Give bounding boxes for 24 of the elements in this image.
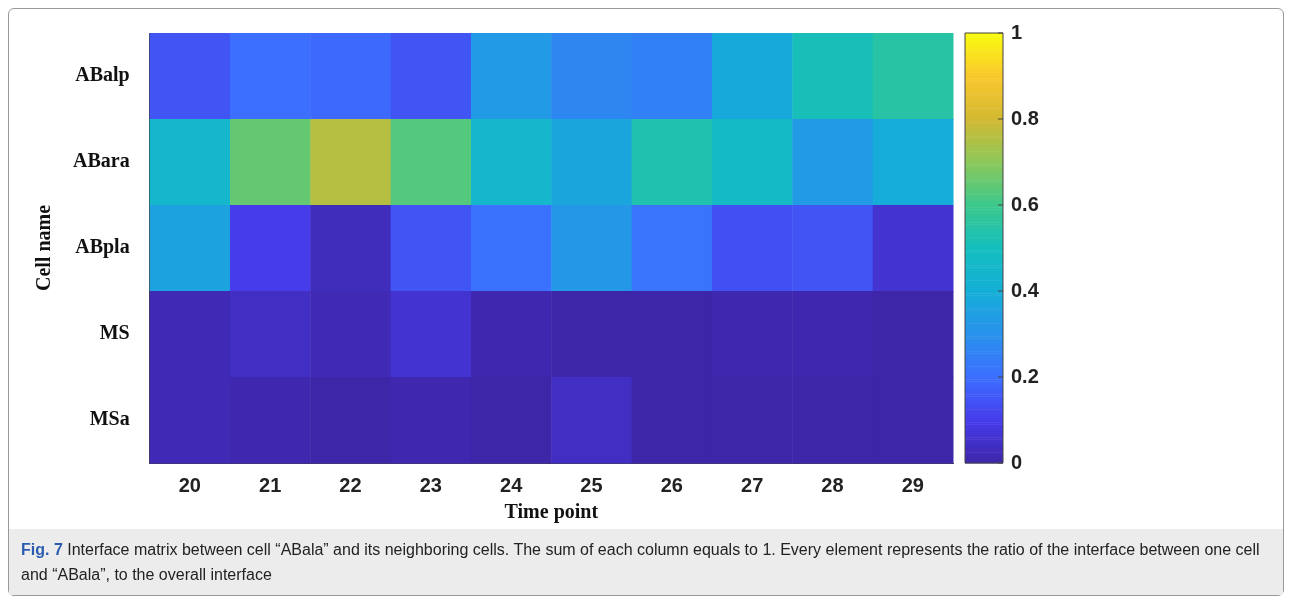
y-tick-label: MSa [89, 407, 130, 430]
color-bar-label: 0.8 [1011, 106, 1039, 129]
x-tick-label: 23 [419, 473, 442, 496]
x-tick-label: 25 [580, 473, 603, 496]
x-tick-label: 22 [339, 473, 362, 496]
x-tick-label: 24 [500, 473, 524, 496]
x-tick-label: 28 [821, 473, 844, 496]
y-tick-label: ABpla [75, 235, 130, 259]
x-axis-title: Time point [504, 500, 599, 524]
color-bar-label: 0 [1011, 450, 1023, 473]
x-tick-label: 29 [901, 473, 924, 496]
y-tick-label: ABara [72, 149, 130, 172]
x-tick-label: 21 [259, 473, 282, 496]
caption: Fig. 7 Interface matrix between cell “ABala” and its neighboring cells. The sum of each column equals to 1. Every element represents the ratio of the interface between one cell and “ABala”, to the overall interface [21, 540, 1261, 585]
y-axis-title: Cell name [32, 204, 55, 292]
y-tick-label: ABalp [75, 63, 130, 87]
color-bar-label: 0.6 [1011, 192, 1039, 215]
color-bar-label: 1 [1011, 20, 1023, 43]
x-tick-label: 27 [741, 473, 764, 496]
x-tick-label: 26 [660, 473, 683, 496]
color-bar-label: 0.4 [1011, 278, 1040, 301]
x-tick-label: 20 [178, 473, 201, 496]
y-tick-label: MS [99, 321, 130, 344]
color-bar-label: 0.2 [1011, 364, 1039, 387]
